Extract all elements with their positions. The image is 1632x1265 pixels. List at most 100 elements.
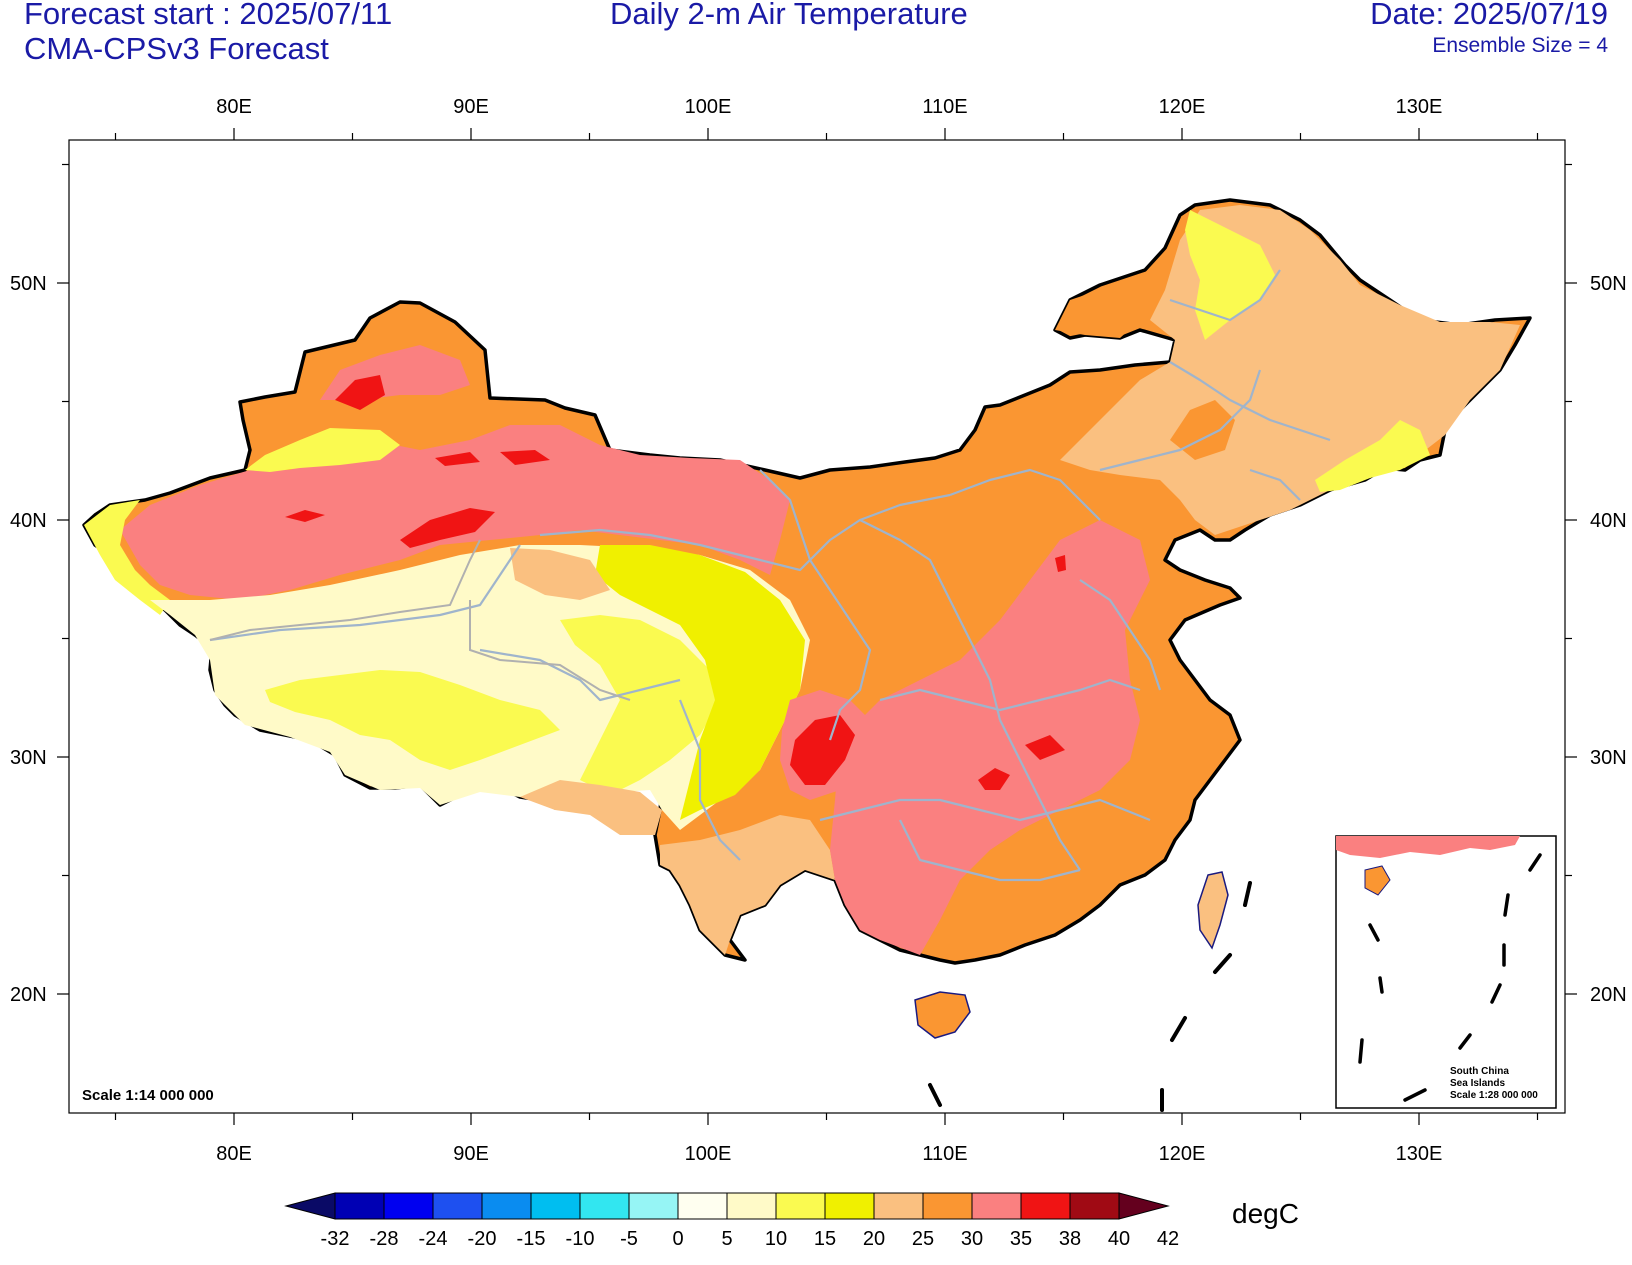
colorbar-cell [432, 1192, 483, 1220]
lon-label-top: 80E [216, 96, 252, 118]
plateau-yellow-band-2 [560, 615, 720, 795]
tarim-red-patch-1 [400, 508, 495, 548]
forecast-start-label: Forecast start : 2025/07/11 [24, 0, 393, 31]
tarim-red-patch-4 [500, 450, 550, 465]
colorbar-cell [1020, 1192, 1071, 1220]
colorbar-level-label: 40 [1108, 1228, 1130, 1250]
lon-label-bottom: 90E [453, 1143, 489, 1165]
colorbar-level-label: -32 [321, 1228, 350, 1250]
colorbar-level-label: 5 [721, 1228, 732, 1250]
colorbar-high-arrow [1118, 1192, 1170, 1220]
inset-label-line1: South China [1450, 1066, 1509, 1077]
colorbar-cell [1069, 1192, 1120, 1220]
lon-label-top: 130E [1396, 96, 1443, 118]
inset-label-line2: Sea Islands [1450, 1078, 1506, 1089]
colorbar-level-label: 42 [1157, 1228, 1179, 1250]
map-scale-note: Scale 1:14 000 000 [82, 1087, 214, 1104]
sichuan-red-patch [790, 715, 855, 785]
south-china-sea-inset [1335, 835, 1557, 1109]
colorbar-level-label: 20 [863, 1228, 885, 1250]
colorbar-level-label: -15 [517, 1228, 546, 1250]
colorbar: -32 -28 -24 -20 -15 -10 -5 0 5 10 15 20 25 30 35 38 40 42 [284, 1192, 1180, 1250]
colorbar-level-label: 0 [672, 1228, 683, 1250]
left-latitude-labels: 50N 40N 30N 20N [10, 273, 47, 1006]
jiangxi-red-patch [1025, 735, 1065, 760]
hainan-island [914, 991, 971, 1039]
qaidam-yellow-zone [595, 545, 805, 820]
greater-khingan-yellow-zone [1185, 210, 1275, 340]
changbai-yellow-zone [1315, 420, 1430, 492]
lat-label-right: 20N [1590, 984, 1627, 1006]
colorbar-level-label: -20 [468, 1228, 497, 1250]
lat-label-left: 50N [10, 273, 47, 295]
colorbar-level-label: 38 [1059, 1228, 1081, 1250]
taiwan-island [1197, 871, 1229, 950]
northeast-orange-patch [1170, 400, 1235, 460]
qaidam-peach-patch [510, 548, 610, 600]
lat-label-left: 40N [10, 510, 47, 532]
bottom-longitude-labels: 80E 90E 100E 110E 120E 130E [216, 1143, 1442, 1165]
colorbar-level-label: 35 [1010, 1228, 1032, 1250]
colorbar-level-label: 15 [814, 1228, 836, 1250]
colorbar-cell [530, 1192, 581, 1220]
colorbar-cell [922, 1192, 973, 1220]
yunnan-warm-zone [660, 815, 835, 955]
colorbar-cell [579, 1192, 630, 1220]
tarim-red-patch-2 [285, 510, 325, 522]
tianshan-yellow-band [245, 428, 400, 472]
shandong-red-patch [1055, 555, 1066, 572]
hunan-red-patch [978, 768, 1010, 790]
inset-label: South China Sea Islands Scale 1:28 000 0… [1450, 1066, 1538, 1102]
lat-label-right: 50N [1590, 273, 1627, 295]
plateau-yellow-band-1 [265, 670, 560, 770]
lat-label-left: 30N [10, 747, 47, 769]
central-china-hot-zone [830, 520, 1150, 955]
lon-label-top: 90E [453, 96, 489, 118]
plateau-boundaries [209, 539, 631, 701]
lon-label-bottom: 100E [685, 1143, 732, 1165]
colorbar-level-label: -10 [566, 1228, 595, 1250]
colorbar-cell [824, 1192, 875, 1220]
lat-label-right: 40N [1590, 510, 1627, 532]
colorbar-cell [873, 1192, 924, 1220]
lat-label-left: 20N [10, 984, 47, 1006]
colorbar-low-arrow [284, 1192, 336, 1220]
lon-label-bottom: 130E [1396, 1143, 1443, 1165]
pamir-yellow-rim [84, 500, 170, 615]
colorbar-level-label: 10 [765, 1228, 787, 1250]
colorbar-cell [677, 1192, 728, 1220]
chart-title: Daily 2-m Air Temperature [610, 0, 968, 31]
colorbar-level-label: -28 [370, 1228, 399, 1250]
colorbar-cells [284, 1192, 1170, 1220]
inset-label-line3: Scale 1:28 000 000 [1450, 1090, 1538, 1101]
colorbar-cell [775, 1192, 826, 1220]
colorbar-level-label: 30 [961, 1228, 983, 1250]
colorbar-cell [334, 1192, 385, 1220]
nine-dash-line [928, 881, 1252, 1112]
colorbar-level-label: 25 [912, 1228, 934, 1250]
tarim-red-patch-3 [435, 452, 480, 466]
hulunbuir-orange-patch [1055, 290, 1140, 338]
colorbar-level-label: -24 [419, 1228, 448, 1250]
province-boundaries [209, 269, 1331, 882]
colorbar-labels: -32 -28 -24 -20 -15 -10 -5 0 5 10 15 20 25 30 35 38 40 42 [321, 1228, 1180, 1250]
colorbar-cell [971, 1192, 1022, 1220]
right-latitude-labels: 50N 40N 30N 20N [1590, 273, 1627, 1006]
lon-label-bottom: 120E [1159, 1143, 1206, 1165]
colorbar-cell [481, 1192, 532, 1220]
model-label: CMA-CPSv3 Forecast [24, 31, 329, 66]
axis-ticks [57, 128, 1577, 1125]
lon-label-top: 110E [922, 96, 967, 118]
valid-date-label: Date: 2025/07/19 [1370, 0, 1608, 31]
southern-tibet-peach-band [520, 780, 662, 835]
lon-label-bottom: 80E [216, 1143, 252, 1165]
colorbar-unit: degC [1232, 1198, 1299, 1229]
top-longitude-labels: 80E 90E 100E 110E 120E 130E [216, 96, 1442, 118]
lon-label-top: 100E [685, 96, 732, 118]
lat-label-right: 30N [1590, 747, 1627, 769]
colorbar-cell [383, 1192, 434, 1220]
colorbar-cell [726, 1192, 777, 1220]
dzungaria-red-patch [335, 375, 385, 410]
